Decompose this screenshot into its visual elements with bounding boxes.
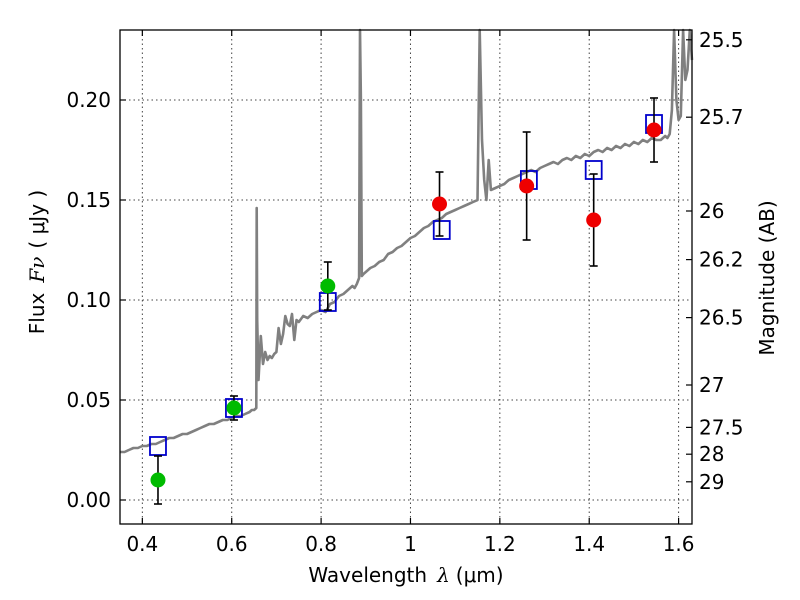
- mag-tick-label: 26: [699, 199, 724, 223]
- x-tick-label: 1.2: [484, 532, 516, 556]
- observed-point: [519, 131, 535, 241]
- x-axis-unit: (μm): [456, 563, 504, 587]
- observed-marker: [646, 122, 662, 138]
- observed-marker: [226, 400, 242, 416]
- y-tick-label: 0.15: [66, 188, 111, 212]
- y-axis-unit: ( μJy ): [25, 190, 49, 249]
- mag-tick-label: 25.5: [699, 28, 744, 52]
- y-axis-symbol: Fν: [25, 257, 49, 284]
- mag-tick-label: 29: [699, 470, 724, 494]
- axis-ticks: 0.4 0.6 0.8 1 1.2 1.4 1.6 0.00 0.05 0.10 0.15 0.20 2…: [66, 28, 743, 556]
- observed-marker: [150, 472, 166, 488]
- y-axis-label: Flux: [25, 292, 49, 334]
- model-point: [432, 220, 451, 240]
- observed-marker: [586, 212, 602, 228]
- y-tick-label: 0.05: [66, 388, 111, 412]
- x-tick-label: 0.8: [305, 532, 337, 556]
- observed-point: [432, 171, 448, 237]
- y-tick-label: 0.10: [66, 288, 111, 312]
- grid-lines: [120, 30, 692, 524]
- x-tick-label: 0.4: [126, 532, 158, 556]
- model-points: [149, 114, 663, 456]
- mag-tick-label: 25.7: [699, 105, 744, 129]
- observed-marker: [432, 196, 448, 212]
- observed-point: [320, 261, 336, 311]
- mag-tick-label: 28: [699, 442, 724, 466]
- y-axis-title: Flux Fν ( μJy ): [25, 190, 49, 334]
- observed-marker: [320, 278, 336, 294]
- observed-points: [150, 97, 662, 505]
- x-tick-label: 1: [404, 532, 417, 556]
- mag-tick-label: 27.5: [699, 415, 744, 439]
- plot-frame: [119, 29, 693, 525]
- model-point: [149, 436, 167, 456]
- x-axis-title: Wavelength λ (μm): [308, 563, 503, 587]
- x-axis-symbol: λ: [436, 563, 450, 587]
- sed-line: [120, 28, 694, 454]
- x-axis-label: Wavelength: [308, 563, 427, 587]
- observed-point: [586, 173, 602, 267]
- y-tick-label: 0.00: [66, 488, 111, 512]
- mag-tick-label: 26.5: [699, 306, 744, 330]
- x-tick-label: 0.6: [216, 532, 248, 556]
- sed-spectrum: [120, 28, 694, 454]
- y-tick-label: 0.20: [66, 88, 111, 112]
- y2-axis-label: Magnitude (AB): [755, 200, 779, 355]
- observed-point: [646, 97, 662, 163]
- observed-point: [150, 455, 166, 505]
- observed-point: [226, 395, 242, 421]
- mag-tick-label: 26.2: [699, 248, 744, 272]
- mag-tick-label: 27: [699, 373, 724, 397]
- x-tick-label: 1.6: [663, 532, 695, 556]
- svg-text:FluxFν( μJy ): Flux Fν ( μJy ): [25, 190, 49, 334]
- x-tick-label: 1.4: [573, 532, 605, 556]
- observed-marker: [519, 178, 535, 194]
